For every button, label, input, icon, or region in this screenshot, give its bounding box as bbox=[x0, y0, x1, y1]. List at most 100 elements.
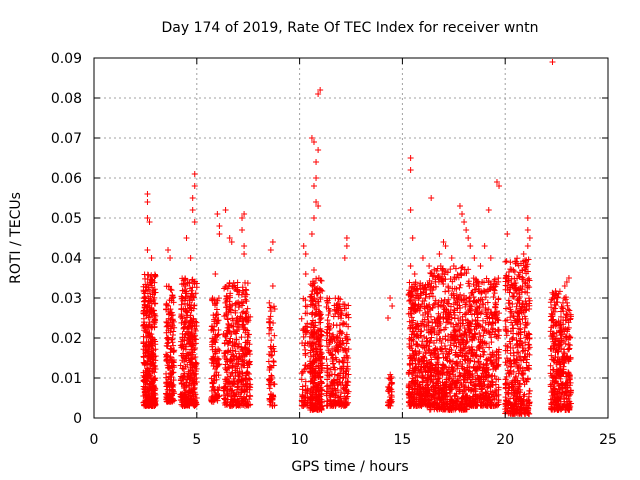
scatter-point bbox=[560, 349, 567, 356]
scatter-point bbox=[414, 306, 421, 313]
scatter-point bbox=[549, 289, 556, 296]
scatter-point bbox=[495, 335, 502, 342]
scatter-point bbox=[451, 312, 458, 319]
scatter-point bbox=[144, 271, 151, 278]
scatter-point bbox=[489, 359, 496, 366]
scatter-point bbox=[142, 379, 149, 386]
y-tick-label: 0.03 bbox=[51, 291, 82, 307]
scatter-point bbox=[503, 373, 510, 380]
scatter-point bbox=[228, 396, 235, 403]
scatter-point bbox=[549, 366, 556, 373]
scatter-point bbox=[517, 326, 524, 333]
scatter-point bbox=[142, 310, 149, 317]
scatter-point bbox=[454, 359, 461, 366]
scatter-point bbox=[471, 310, 478, 317]
scatter-point bbox=[345, 379, 352, 386]
scatter-point bbox=[165, 247, 172, 253]
scatter-point bbox=[477, 263, 484, 269]
scatter-point bbox=[507, 259, 514, 266]
scatter-point bbox=[443, 389, 450, 396]
scatter-point bbox=[151, 271, 158, 278]
scatter-point bbox=[344, 378, 351, 385]
scatter-point bbox=[165, 283, 172, 290]
scatter-point bbox=[465, 326, 472, 333]
scatter-point bbox=[431, 316, 438, 323]
scatter-point bbox=[143, 311, 150, 318]
scatter-point bbox=[526, 387, 533, 394]
scatter-point bbox=[491, 287, 498, 294]
scatter-point bbox=[507, 395, 514, 402]
scatter-point bbox=[266, 324, 273, 331]
scatter-point bbox=[451, 392, 458, 399]
scatter-point bbox=[343, 243, 350, 249]
scatter-point bbox=[408, 314, 415, 321]
scatter-point bbox=[141, 304, 148, 311]
scatter-point bbox=[486, 344, 493, 351]
scatter-point bbox=[164, 362, 171, 369]
scatter-point bbox=[514, 349, 521, 356]
scatter-point bbox=[180, 280, 187, 287]
scatter-point bbox=[407, 167, 414, 173]
y-tick-labels: 00.010.020.030.040.050.060.070.080.09 bbox=[51, 51, 82, 427]
scatter-point bbox=[455, 320, 462, 327]
scatter-point bbox=[232, 367, 239, 374]
scatter-point bbox=[332, 354, 339, 361]
scatter-point bbox=[477, 353, 484, 360]
scatter-point bbox=[208, 327, 215, 334]
scatter-point bbox=[307, 360, 314, 367]
scatter-point bbox=[493, 351, 500, 358]
scatter-point bbox=[466, 283, 473, 290]
scatter-point bbox=[419, 395, 426, 402]
scatter-point bbox=[298, 370, 305, 377]
scatter-point bbox=[519, 365, 526, 372]
scatter-point bbox=[412, 347, 419, 354]
scatter-point bbox=[334, 382, 341, 389]
scatter-point bbox=[334, 300, 341, 307]
scatter-point bbox=[437, 263, 444, 270]
scatter-point bbox=[472, 378, 479, 385]
scatter-point bbox=[166, 395, 173, 402]
scatter-point bbox=[407, 207, 414, 213]
scatter-point bbox=[345, 346, 352, 353]
scatter-point bbox=[266, 330, 273, 337]
scatter-point bbox=[308, 135, 315, 141]
scatter-point bbox=[456, 406, 463, 413]
scatter-point bbox=[170, 318, 177, 325]
scatter-point bbox=[317, 343, 324, 350]
scatter-point bbox=[524, 243, 531, 249]
scatter-point bbox=[419, 385, 426, 392]
scatter-point bbox=[268, 364, 275, 371]
scatter-point bbox=[315, 203, 322, 209]
scatter-point bbox=[170, 359, 177, 366]
scatter-point bbox=[179, 390, 186, 397]
scatter-point bbox=[342, 384, 349, 391]
scatter-point bbox=[150, 382, 157, 389]
scatter-point bbox=[268, 390, 275, 397]
scatter-point bbox=[245, 347, 252, 354]
scatter-point bbox=[493, 179, 500, 185]
scatter-point bbox=[504, 231, 511, 237]
scatter-point bbox=[146, 401, 153, 408]
scatter-point bbox=[443, 319, 450, 326]
scatter-point bbox=[182, 331, 189, 338]
scatter-point bbox=[446, 311, 453, 318]
scatter-point bbox=[516, 361, 523, 368]
scatter-point bbox=[434, 367, 441, 374]
scatter-point bbox=[548, 345, 555, 352]
scatter-point bbox=[231, 343, 238, 350]
scatter-point bbox=[505, 277, 512, 284]
scatter-point bbox=[310, 215, 317, 221]
scatter-point bbox=[230, 323, 237, 330]
scatter-point bbox=[307, 388, 314, 395]
scatter-point bbox=[316, 313, 323, 320]
scatter-point bbox=[307, 347, 314, 354]
scatter-point bbox=[234, 401, 241, 408]
scatter-point bbox=[547, 396, 554, 403]
scatter-point bbox=[566, 333, 573, 340]
scatter-point bbox=[504, 402, 511, 409]
scatter-point bbox=[414, 330, 421, 337]
scatter-point bbox=[478, 338, 485, 345]
scatter-point bbox=[441, 401, 448, 408]
scatter-point bbox=[151, 397, 158, 404]
scatter-point bbox=[315, 399, 322, 406]
